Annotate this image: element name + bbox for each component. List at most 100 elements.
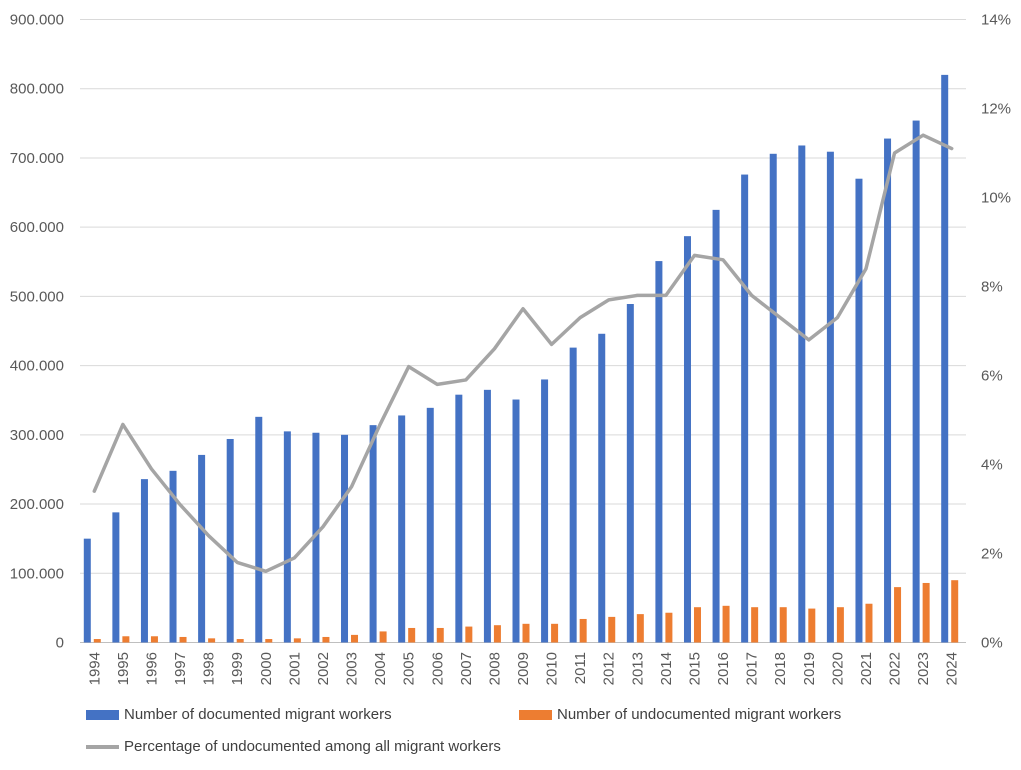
bar-undocumented (150, 636, 158, 643)
x-tick-label: 2019 (801, 652, 818, 685)
y-tick-label: 300.000 (10, 427, 64, 444)
bar-undocumented (808, 608, 816, 643)
bar-documented (112, 512, 120, 643)
bar-undocumented (751, 607, 759, 643)
bar-documented (826, 151, 834, 643)
bar-undocumented (551, 623, 559, 643)
bar-undocumented (779, 607, 787, 643)
y-tick-label: 100.000 (10, 565, 64, 582)
x-tick-label: 1997 (172, 652, 189, 685)
bar-documented (626, 304, 634, 643)
y2-tick-label: 0% (981, 635, 1003, 652)
bar-documented (741, 174, 749, 643)
bar-undocumented (579, 618, 587, 643)
bar-undocumented (436, 627, 444, 643)
x-tick-label: 2010 (544, 652, 561, 685)
bar-undocumented (693, 607, 701, 643)
legend-item-percentage: Percentage of undocumented among all mig… (86, 738, 501, 755)
x-tick-label: 2020 (829, 652, 846, 685)
x-tick-label: 2013 (629, 652, 646, 685)
bar-documented (712, 209, 720, 643)
bar-documented (398, 415, 406, 643)
bar-documented (426, 407, 434, 643)
legend-swatch-undocumented (519, 709, 552, 720)
y2-tick-label: 12% (981, 101, 1011, 118)
bar-documented (598, 333, 606, 643)
x-tick-label: 2023 (915, 652, 932, 685)
legend-item-documented: Number of documented migrant workers (86, 706, 392, 723)
bar-undocumented (865, 603, 873, 643)
y2-tick-label: 6% (981, 368, 1003, 385)
bar-documented (912, 120, 920, 643)
bar-documented (855, 178, 863, 643)
bar-undocumented (179, 636, 187, 643)
bar-documented (255, 416, 263, 643)
x-tick-label: 1998 (201, 652, 218, 685)
x-tick-label: 2002 (315, 652, 332, 685)
legend-swatch-percentage (86, 744, 119, 749)
bar-documented (569, 347, 577, 643)
bar-undocumented (208, 638, 216, 643)
bar-undocumented (293, 638, 301, 643)
bar-undocumented (351, 634, 359, 643)
y2-tick-label: 14% (981, 12, 1011, 29)
y2-tick-label: 10% (981, 190, 1011, 207)
bar-documented (683, 236, 691, 643)
y-tick-label: 800.000 (10, 81, 64, 98)
bar-documented (769, 153, 777, 643)
x-tick-label: 2000 (258, 652, 275, 685)
bar-documented (455, 394, 463, 643)
x-axis-ticks: 1994 1995 1996 1997 1998 1999 2000 2001 2002 2003… (86, 652, 960, 685)
y-tick-label: 600.000 (10, 219, 64, 236)
left-axis-ticks: 0 100.000 200.000 300.000 400.000 500.000 600.… (10, 12, 64, 652)
bar-documented (341, 434, 349, 643)
x-tick-label: 1994 (86, 652, 103, 685)
bar-documented (140, 479, 148, 643)
bar-undocumented (836, 607, 844, 643)
bar-documented (369, 425, 377, 643)
x-tick-label: 2006 (429, 652, 446, 685)
bar-documented (941, 74, 949, 643)
x-tick-label: 2022 (887, 652, 904, 685)
bar-documented (83, 538, 91, 643)
bar-undocumented (236, 639, 244, 643)
legend-label-percentage: Percentage of undocumented among all mig… (124, 738, 501, 755)
x-tick-label: 2012 (601, 652, 618, 685)
x-tick-label: 2018 (772, 652, 789, 685)
bar-documented (541, 379, 549, 643)
bar-documented (198, 454, 206, 643)
legend-swatch-documented (86, 709, 119, 720)
x-tick-label: 2008 (486, 652, 503, 685)
x-tick-label: 2017 (744, 652, 761, 685)
bar-documented (283, 431, 291, 643)
bar-undocumented (122, 636, 130, 643)
x-tick-label: 2004 (372, 652, 389, 685)
y-tick-label: 0 (56, 635, 64, 652)
percentage-line-layer (92, 133, 954, 574)
bar-undocumented (608, 616, 616, 643)
y2-tick-label: 4% (981, 457, 1003, 474)
right-axis-ticks: 0% 2% 4% 6% 8% 10% 12% 14% (981, 12, 1011, 652)
x-tick-label: 2024 (944, 652, 961, 685)
bar-documented (483, 389, 491, 643)
y-tick-label: 500.000 (10, 288, 64, 305)
legend-item-undocumented: Number of undocumented migrant workers (519, 706, 841, 723)
undocumented-bars (93, 580, 959, 643)
y-tick-label: 200.000 (10, 496, 64, 513)
y2-tick-label: 2% (981, 546, 1003, 563)
bar-undocumented (379, 631, 387, 643)
legend-label-undocumented: Number of undocumented migrant workers (557, 706, 842, 723)
bar-undocumented (322, 636, 330, 643)
y-tick-label: 400.000 (10, 358, 64, 375)
x-tick-label: 2003 (344, 652, 361, 685)
x-tick-label: 2021 (858, 652, 875, 685)
x-tick-label: 1996 (143, 652, 160, 685)
bar-undocumented (465, 626, 473, 643)
bar-documented (798, 145, 806, 643)
x-tick-label: 1999 (229, 652, 246, 685)
bar-undocumented (493, 625, 501, 643)
x-tick-label: 2015 (686, 652, 703, 685)
bar-undocumented (951, 580, 959, 643)
y2-tick-label: 8% (981, 279, 1003, 296)
